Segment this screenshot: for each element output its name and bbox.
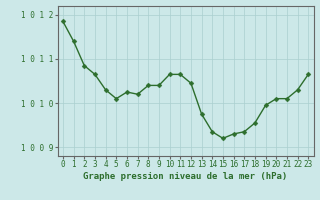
X-axis label: Graphe pression niveau de la mer (hPa): Graphe pression niveau de la mer (hPa) [84,172,288,181]
